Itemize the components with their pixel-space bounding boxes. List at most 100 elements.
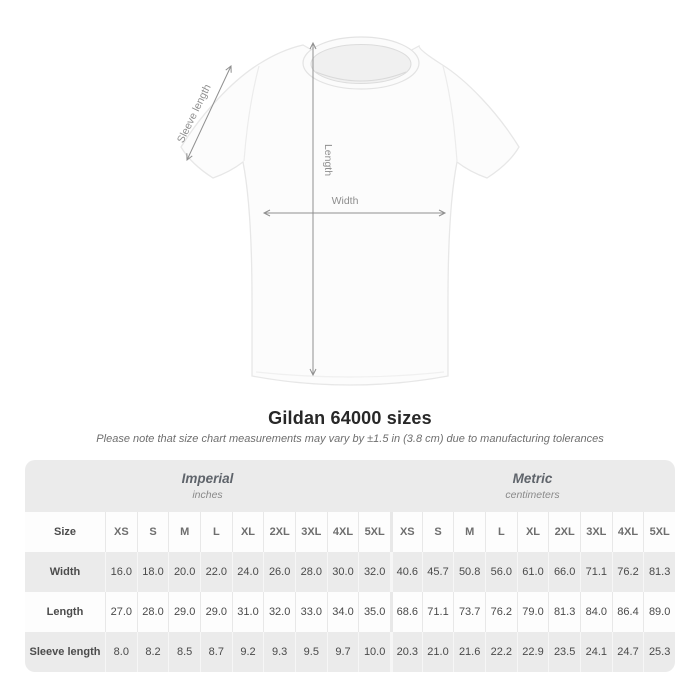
size-header-row: Size XS S M L XL 2XL 3XL 4XL 5XL XS S M … [25,512,675,552]
cell: 30.0 [326,552,359,592]
tshirt-measurement-diagram: Sleeve length Length Width [175,36,520,386]
cell: 28.0 [136,592,169,632]
cell: 34.0 [326,592,359,632]
unit-header-row: Imperial inches Metric centimeters [25,460,675,512]
cell: 86.4 [611,592,644,632]
cell: 32.0 [263,592,295,632]
size-col: S [136,512,169,552]
cell: 84.0 [579,592,612,632]
cell: 8.0 [105,632,137,672]
page-title: Gildan 64000 sizes [268,408,432,428]
cell: 71.1 [421,592,454,632]
row-label: Width [49,566,81,578]
cell: 89.0 [643,592,675,632]
size-col: M [168,512,200,552]
size-col: 4XL [326,512,359,552]
size-col: M [453,512,485,552]
width-label: Width [332,195,359,207]
cell: 29.0 [199,592,232,632]
metric-unit: centimeters [505,489,560,502]
size-col: 2XL [263,512,295,552]
cell: 71.1 [579,552,612,592]
size-col: 5XL [358,512,390,552]
size-col: XL [231,512,264,552]
cell: 76.2 [611,552,644,592]
collar-inner-shadow [315,71,407,82]
size-col: 3XL [579,512,612,552]
cell: 20.3 [389,632,422,672]
cell: 76.2 [484,592,517,632]
cell: 50.8 [453,552,485,592]
cell: 45.7 [421,552,454,592]
tshirt-illustration: Sleeve length Length Width [175,36,520,386]
cell: 25.3 [643,632,675,672]
cell: 9.5 [294,632,327,672]
cell: 73.7 [453,592,485,632]
size-col: 2XL [548,512,580,552]
size-corner-header: Size [53,526,76,538]
cell: 26.0 [263,552,295,592]
cell: 16.0 [105,552,137,592]
metric-section-header: Metric centimeters [390,460,675,512]
cell: 33.0 [294,592,327,632]
cell: 32.0 [358,552,390,592]
dimension-lines [186,41,447,377]
cell: 81.3 [643,552,675,592]
tshirt-shape [180,36,520,386]
cell: 31.0 [231,592,264,632]
cell: 8.2 [136,632,169,672]
cell: 22.9 [516,632,549,672]
cell: 68.6 [389,592,422,632]
imperial-unit: inches [192,489,223,502]
cell: 28.0 [294,552,327,592]
row-label: Sleeve length [29,646,101,658]
size-col: XS [105,512,137,552]
size-col: 3XL [294,512,327,552]
tolerance-note: Please note that size chart measurements… [96,433,604,445]
cell: 61.0 [516,552,549,592]
row-label: Length [46,606,84,618]
table-row-sleeve-length: Sleeve length 8.0 8.2 8.5 8.7 9.2 9.3 9.… [25,632,675,672]
cell: 18.0 [136,552,169,592]
right-armhole-seam [442,65,458,162]
cell: 21.0 [421,632,454,672]
collar-opening [310,44,412,84]
cell: 10.0 [358,632,390,672]
size-col: S [421,512,454,552]
cell: 23.5 [548,632,580,672]
size-col: XS [389,512,422,552]
size-chart-table: Imperial inches Metric centimeters Size … [25,460,675,672]
hem-seam [255,371,445,378]
cell: 24.1 [579,632,612,672]
cell: 22.0 [199,552,232,592]
size-col: L [484,512,517,552]
left-armhole-seam [243,65,260,162]
size-col: 5XL [643,512,675,552]
cell: 29.0 [168,592,200,632]
sleeve-length-arrow [186,64,232,162]
cell: 56.0 [484,552,517,592]
cell: 40.6 [389,552,422,592]
cell: 66.0 [548,552,580,592]
cell: 8.5 [168,632,200,672]
cell: 21.6 [453,632,485,672]
imperial-label: Imperial [181,470,234,486]
cell: 79.0 [516,592,549,632]
table-row-length: Length 27.0 28.0 29.0 29.0 31.0 32.0 33.… [25,592,675,632]
cell: 9.7 [326,632,359,672]
cell: 22.2 [484,632,517,672]
cell: 27.0 [105,592,137,632]
size-col: L [199,512,232,552]
table-row-width: Width 16.0 18.0 20.0 22.0 24.0 26.0 28.0… [25,552,675,592]
cell: 8.7 [199,632,232,672]
cell: 9.2 [231,632,264,672]
size-col: 4XL [611,512,644,552]
cell: 20.0 [168,552,200,592]
size-col: XL [516,512,549,552]
cell: 81.3 [548,592,580,632]
length-label: Length [322,144,334,176]
metric-label: Metric [512,470,553,486]
cell: 9.3 [263,632,295,672]
imperial-section-header: Imperial inches [25,460,390,512]
cell: 24.0 [231,552,264,592]
